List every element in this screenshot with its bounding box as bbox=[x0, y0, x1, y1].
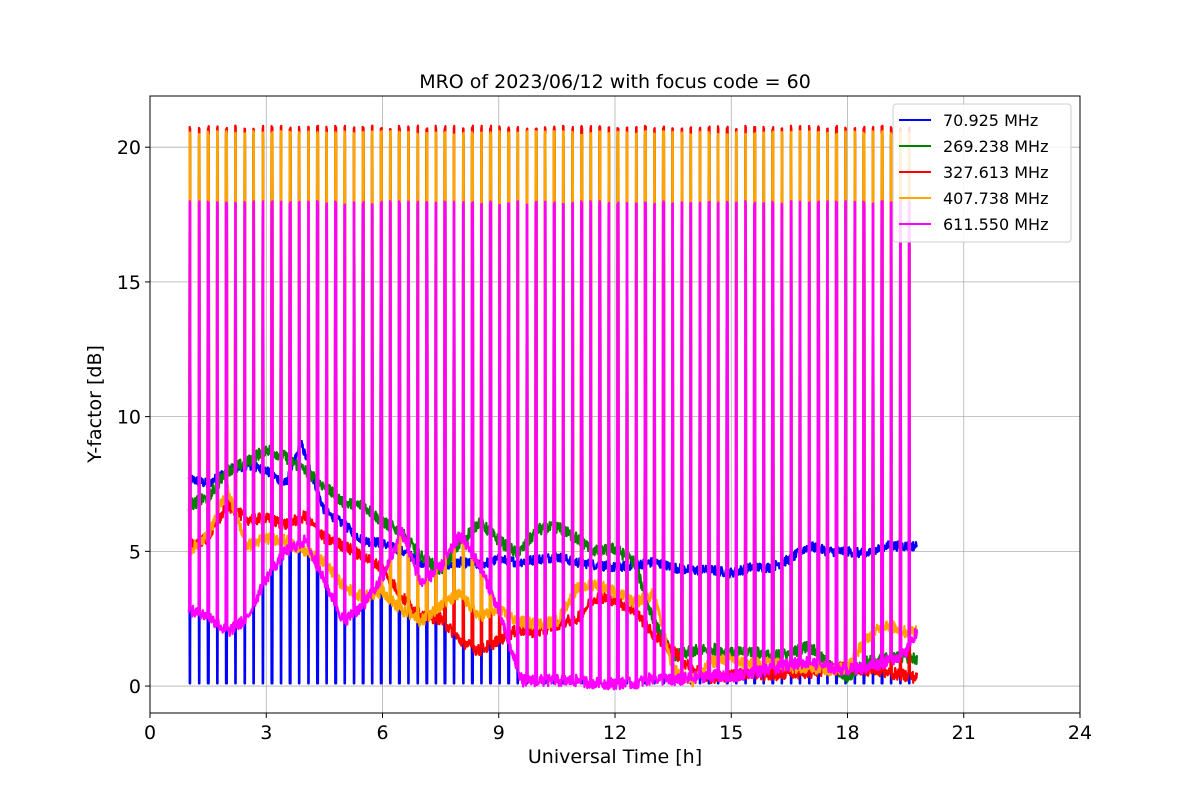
legend-entry: 327.613 MHz bbox=[943, 163, 1048, 182]
x-tick-label: 6 bbox=[376, 722, 388, 744]
x-axis-label: Universal Time [h] bbox=[528, 746, 702, 768]
legend: 70.925 MHz 269.238 MHz 327.613 MHz 407.738 … bbox=[892, 103, 1072, 243]
y-tick-label: 20 bbox=[117, 137, 141, 159]
series-line-4 bbox=[187, 200, 919, 691]
x-tick-label: 0 bbox=[144, 722, 156, 744]
series-layer bbox=[187, 124, 919, 691]
y-tick-label: 15 bbox=[117, 272, 141, 294]
legend-box bbox=[892, 103, 1072, 243]
x-tick-label: 9 bbox=[493, 722, 505, 744]
y-axis: 0 5 10 15 20 bbox=[117, 137, 150, 698]
x-tick-label: 12 bbox=[603, 722, 627, 744]
y-tick-label: 5 bbox=[129, 541, 141, 563]
x-tick-label: 18 bbox=[835, 722, 859, 744]
x-tick-label: 15 bbox=[719, 722, 743, 744]
x-tick-label: 3 bbox=[260, 722, 272, 744]
legend-entry: 269.238 MHz bbox=[943, 137, 1048, 156]
legend-entry: 611.550 MHz bbox=[943, 215, 1048, 234]
legend-entry: 407.738 MHz bbox=[943, 189, 1048, 208]
x-axis: 0 3 6 9 12 15 18 21 24 bbox=[144, 713, 1092, 744]
x-tick-label: 21 bbox=[952, 722, 976, 744]
y-tick-label: 0 bbox=[129, 676, 141, 698]
chart-title: MRO of 2023/06/12 with focus code = 60 bbox=[419, 71, 811, 93]
legend-entry: 70.925 MHz bbox=[943, 111, 1038, 130]
x-tick-label: 24 bbox=[1068, 722, 1092, 744]
y-axis-label: Y-factor [dB] bbox=[84, 345, 106, 464]
y-tick-label: 10 bbox=[117, 407, 141, 429]
